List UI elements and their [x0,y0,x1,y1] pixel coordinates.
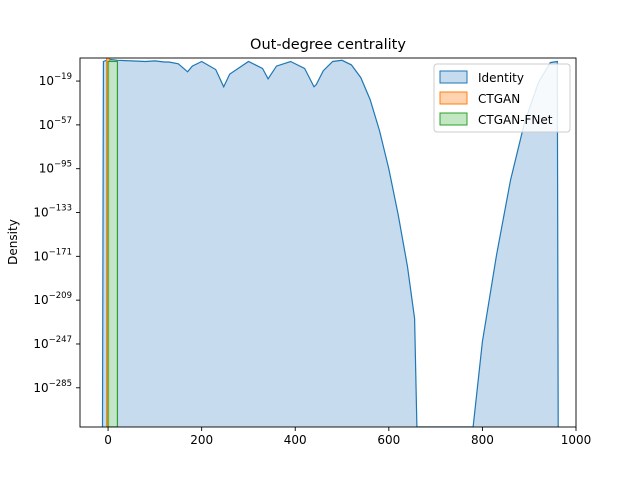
y-tick-label: 10−285 [33,379,72,395]
legend-ctgan-swatch [439,91,468,105]
y-tick-label: 10−247 [33,335,72,351]
legend-ctgan-fnet-label: CTGAN-FNet [478,113,553,127]
x-tick-label: 0 [104,433,112,447]
y-tick-label: 10−95 [39,160,72,176]
legend-identity-label: Identity [478,71,524,85]
chart-title: Out-degree centrality [250,37,406,53]
series-ctgan-fnet-area [107,60,119,427]
x-tick-label: 600 [377,433,400,447]
series-layer [101,58,559,427]
x-tick-label: 800 [471,433,494,447]
y-tick-label: 10−133 [33,204,72,220]
legend-ctgan-fnet-swatch [439,112,468,126]
y-tick-label: 10−171 [33,247,72,263]
x-tick-label: 1000 [561,433,592,447]
series-identity-area-0 [102,59,417,427]
legend-ctgan-label: CTGAN [478,92,520,106]
series-identity-area-2 [473,61,559,427]
legend-box [433,63,571,133]
series-group [101,58,559,427]
y-tick-label: 10−19 [39,72,72,88]
legend: Identity CTGAN CTGAN-FNet [433,63,571,133]
y-axis-label: Density [6,219,20,265]
legend-identity-swatch [439,70,468,84]
series-identity-line-0 [101,58,418,427]
x-tick-label: 400 [284,433,307,447]
y-tick-label: 10−57 [39,116,72,132]
x-tick-label: 200 [190,433,213,447]
plot-frame [79,57,577,428]
axes-layer: 0 200 400 600 800 1000 10−19 10−57 10−95 10−133 10… [33,57,592,447]
y-tick-label: 10−209 [33,291,72,307]
